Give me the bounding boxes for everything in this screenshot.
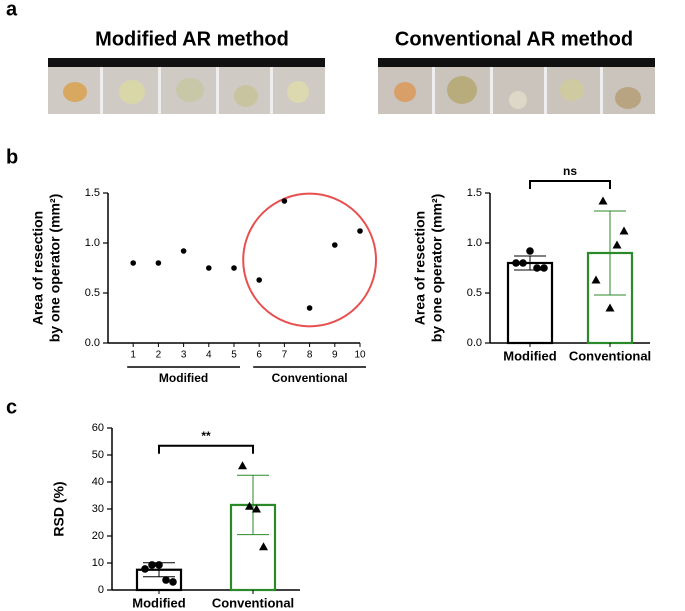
y-tick-label: 50 xyxy=(92,449,104,461)
data-point xyxy=(206,265,212,271)
data-point xyxy=(259,542,268,551)
data-point xyxy=(591,275,601,284)
y-axis-label: RSD (%) xyxy=(51,481,67,536)
y-tick-label: 0.0 xyxy=(467,337,482,349)
data-point xyxy=(155,561,163,569)
data-point xyxy=(148,561,156,569)
data-point xyxy=(256,277,263,283)
y-tick-label: 60 xyxy=(92,422,104,434)
data-point xyxy=(245,501,254,510)
y-tick-label: 1.5 xyxy=(467,187,482,199)
x-tick-label: Conventional xyxy=(569,348,651,363)
x-tick-label: Conventional xyxy=(212,595,294,610)
x-tick-label: 10 xyxy=(354,350,366,361)
y-tick-label: 0 xyxy=(98,584,104,596)
data-point xyxy=(332,242,338,248)
data-point xyxy=(238,461,247,470)
photo-title: Modified AR method xyxy=(95,28,289,50)
y-tick-label: 1.5 xyxy=(85,187,100,199)
data-point xyxy=(180,248,187,254)
data-point xyxy=(141,565,149,573)
significance-label: ns xyxy=(563,164,577,178)
group-label: Modified xyxy=(159,371,208,385)
x-tick-label: 8 xyxy=(307,350,313,361)
data-point xyxy=(155,260,162,266)
data-point xyxy=(281,198,288,204)
y-tick-label: 1.0 xyxy=(85,237,100,249)
y-axis-label: by one operator (mm²) xyxy=(47,194,63,343)
data-point xyxy=(519,259,527,267)
data-point xyxy=(162,576,170,584)
data-point xyxy=(533,264,541,272)
photo-title: Conventional AR method xyxy=(395,28,633,50)
data-point xyxy=(619,226,629,235)
highlight-circle xyxy=(242,192,378,328)
data-point xyxy=(130,260,136,266)
x-tick-label: 9 xyxy=(332,350,338,361)
y-tick-label: 0.5 xyxy=(467,287,482,299)
data-point xyxy=(598,196,608,205)
y-axis-label: Area of resection xyxy=(412,211,428,325)
data-point xyxy=(512,259,520,267)
y-tick-label: 20 xyxy=(92,530,104,542)
data-point xyxy=(252,504,261,513)
y-axis-label: by one operator (mm²) xyxy=(429,194,445,343)
x-tick-label: 1 xyxy=(130,350,136,361)
data-point xyxy=(612,240,622,249)
y-tick-label: 0.0 xyxy=(85,337,100,349)
bar xyxy=(506,261,554,345)
data-point xyxy=(231,265,237,271)
significance-bracket xyxy=(529,180,611,189)
data-point xyxy=(169,578,177,586)
x-tick-label: 6 xyxy=(256,350,262,361)
x-tick-label: 3 xyxy=(181,350,187,361)
y-tick-label: 10 xyxy=(92,557,104,569)
y-axis-label: Area of resection xyxy=(30,211,46,325)
x-tick-label: 5 xyxy=(231,350,237,361)
data-point xyxy=(605,303,615,312)
data-point xyxy=(526,247,534,255)
panel-label: a xyxy=(6,0,18,20)
data-point xyxy=(357,228,363,234)
y-tick-label: 30 xyxy=(92,503,104,515)
significance-bracket xyxy=(158,444,254,454)
panel-label: c xyxy=(6,396,17,418)
panel-label: b xyxy=(6,146,18,168)
x-tick-label: 2 xyxy=(156,350,162,361)
x-tick-label: 7 xyxy=(282,350,288,361)
y-tick-label: 1.0 xyxy=(467,237,482,249)
photo-strip xyxy=(48,58,655,114)
x-tick-label: Modified xyxy=(132,595,185,610)
significance-label: ** xyxy=(201,429,211,443)
x-tick-label: Modified xyxy=(503,348,556,363)
y-tick-label: 0.5 xyxy=(85,287,100,299)
group-label: Conventional xyxy=(272,371,348,385)
data-point xyxy=(540,264,548,272)
data-point xyxy=(306,305,313,311)
y-tick-label: 40 xyxy=(92,476,104,488)
x-tick-label: 4 xyxy=(206,350,212,361)
